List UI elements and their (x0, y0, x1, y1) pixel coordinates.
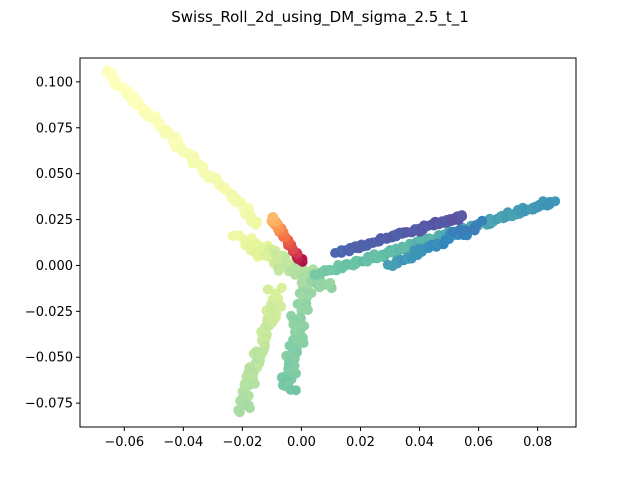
scatter-point (324, 279, 334, 289)
scatter-point (459, 225, 470, 236)
y-tick-label: 0.075 (36, 121, 73, 136)
x-tick-label: 0.00 (287, 435, 316, 450)
scatter-point (265, 305, 276, 316)
scatter-point (299, 271, 310, 282)
x-tick-label: 0.06 (464, 435, 493, 450)
scatter-point (234, 407, 245, 418)
x-axis: −0.06 −0.04 −0.02 0.00 0.02 0.04 0.06 0.08 (104, 427, 552, 450)
y-tick-label: −0.025 (25, 305, 73, 320)
y-tick-label: 0.100 (36, 75, 73, 90)
x-tick-label: −0.06 (104, 435, 144, 450)
x-tick-label: 0.08 (523, 435, 552, 450)
x-tick-label: 0.04 (405, 435, 434, 450)
x-tick-label: −0.04 (163, 435, 203, 450)
scatter-point (274, 300, 285, 311)
scatter-point (273, 263, 284, 274)
scatter-point (244, 403, 255, 414)
x-tick-label: −0.02 (222, 435, 262, 450)
scatter-point (289, 351, 300, 362)
x-tick-label: 0.02 (346, 435, 375, 450)
scatter-point (457, 211, 468, 222)
plot-frame (79, 57, 577, 428)
scatter-point (324, 264, 335, 275)
y-tick-label: 0.000 (36, 259, 73, 274)
scatter-point (262, 284, 273, 295)
scatter-point (301, 304, 312, 315)
chart-title: Swiss_Roll_2d_using_DM_sigma_2.5_t_1 (171, 8, 469, 27)
y-tick-label: −0.050 (25, 351, 73, 366)
y-tick-label: −0.075 (25, 397, 73, 412)
y-axis: −0.075 −0.050 −0.025 0.000 0.025 0.050 0.075 0.… (25, 75, 80, 412)
y-tick-label: 0.050 (36, 167, 73, 182)
scatter-point (469, 223, 480, 233)
scatter-point (227, 231, 238, 242)
scatter-point (250, 219, 261, 230)
scatter-point (267, 212, 278, 223)
scatter-points (102, 65, 561, 418)
scatter-point (550, 196, 561, 207)
y-tick-label: 0.025 (36, 213, 73, 228)
scatter-point (477, 215, 488, 226)
scatter-point (290, 385, 301, 396)
